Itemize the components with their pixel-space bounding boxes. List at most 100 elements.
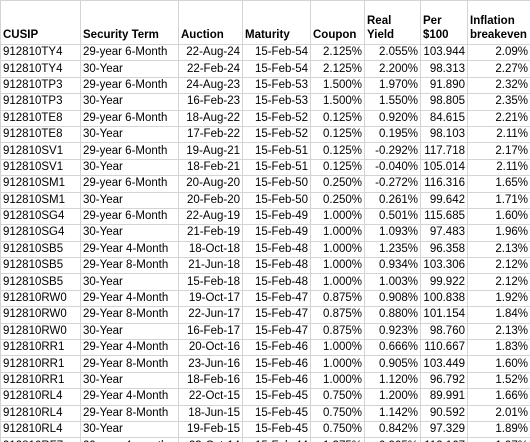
table-body: 912810TY4 29-year 6-Month 22-Aug-24 15-Feb-… bbox=[0, 43, 530, 442]
table-cell: 19-Feb-15 bbox=[178, 420, 243, 439]
table-cell: 1.200% bbox=[364, 388, 421, 406]
table-cell: 30-Year bbox=[80, 322, 179, 341]
table-cell: 912810RL4 bbox=[0, 388, 81, 406]
table-cell: 912810TP3 bbox=[0, 93, 81, 111]
table-row: 912810RW0 29-Year 4-Month 19-Oct-17 15-Feb-… bbox=[0, 289, 530, 308]
table-cell: 23-Jun-16 bbox=[178, 355, 243, 373]
table-cell: 0.923% bbox=[364, 322, 421, 341]
table-cell: 1.60% bbox=[467, 207, 530, 226]
table-cell: 29-year 4-month bbox=[80, 437, 179, 442]
table-cell: 17-Feb-22 bbox=[178, 125, 243, 144]
table-cell: 0.250% bbox=[310, 191, 365, 209]
table-cell: 15-Feb-53 bbox=[242, 76, 311, 95]
table-cell: 1.000% bbox=[310, 240, 365, 259]
table-cell: 15-Feb-45 bbox=[242, 404, 311, 422]
table-cell: 22-Oct-15 bbox=[178, 388, 243, 406]
table-cell: 2.13% bbox=[467, 240, 530, 259]
table-cell: 0.908% bbox=[364, 289, 421, 308]
table-row: 912810RL4 30-Year 19-Feb-15 15-Feb-45 0.750%… bbox=[0, 420, 530, 439]
table-cell: 1.66% bbox=[467, 388, 530, 406]
table-row: 912810RR1 29-Year 8-Month 23-Jun-16 15-Feb-… bbox=[0, 355, 530, 373]
table-cell: 912810RR1 bbox=[0, 355, 81, 373]
table-cell: 912810RW0 bbox=[0, 322, 81, 341]
table-cell: 99.642 bbox=[420, 191, 468, 209]
table-cell: 1.000% bbox=[310, 339, 365, 357]
table-cell: 1.500% bbox=[310, 93, 365, 111]
table-cell: 98.103 bbox=[420, 125, 468, 144]
table-cell: 100.838 bbox=[420, 289, 468, 308]
table-cell: 22-Aug-19 bbox=[178, 207, 243, 226]
table-row: 912810TE8 29-year 6-Month 18-Aug-22 15-Feb-… bbox=[0, 109, 530, 127]
table-cell: 2.32% bbox=[467, 76, 530, 95]
table-row: 912810RR1 30-Year 18-Feb-16 15-Feb-46 1.000%… bbox=[0, 371, 530, 390]
header-row: CUSIP Security Term Auction Maturity Coupon R… bbox=[0, 0, 530, 45]
table-cell: 912810RR1 bbox=[0, 371, 81, 390]
table-cell: 1.89% bbox=[467, 420, 530, 439]
table-cell: 0.750% bbox=[310, 388, 365, 406]
table-cell: 912810SV1 bbox=[0, 158, 81, 177]
table-cell: 18-Feb-21 bbox=[178, 158, 243, 177]
table-cell: 29-Year 4-Month bbox=[80, 339, 179, 357]
table-cell: 30-Year bbox=[80, 273, 179, 291]
table-cell: 15-Feb-49 bbox=[242, 207, 311, 226]
table-cell: 0.905% bbox=[364, 355, 421, 373]
table-cell: 21-Jun-18 bbox=[178, 257, 243, 275]
table-cell: 2.09% bbox=[467, 43, 530, 62]
table-cell: 0.905% bbox=[364, 437, 421, 442]
table-row: 912810RF729-year 4-month23-Oct-1415-Feb-… bbox=[0, 437, 530, 442]
column-header: Inflation breakeven bbox=[467, 0, 530, 45]
table-cell: 84.615 bbox=[420, 109, 468, 127]
table-cell: 912810RW0 bbox=[0, 306, 81, 324]
table-cell: 19-Oct-17 bbox=[178, 289, 243, 308]
table-cell: 912810SV1 bbox=[0, 142, 81, 160]
table-cell: 97.329 bbox=[420, 420, 468, 439]
table-cell: 2.13% bbox=[467, 322, 530, 341]
table-cell: 15-Feb-50 bbox=[242, 191, 311, 209]
table-cell: 912810TE8 bbox=[0, 125, 81, 144]
table-cell: 29-year 6-Month bbox=[80, 76, 179, 95]
table-cell: 912810SM1 bbox=[0, 175, 81, 193]
table-cell: 29-year 6-Month bbox=[80, 142, 179, 160]
table-cell: 1.970% bbox=[364, 76, 421, 95]
table-cell: 18-Aug-22 bbox=[178, 109, 243, 127]
table-cell: 0.842% bbox=[364, 420, 421, 439]
table-cell: 912810RL4 bbox=[0, 420, 81, 439]
table-cell: 1.500% bbox=[310, 76, 365, 95]
table-cell: 2.01% bbox=[467, 404, 530, 422]
table-cell: 912810SB5 bbox=[0, 240, 81, 259]
table-cell: 912810TY4 bbox=[0, 60, 81, 78]
table-cell: 15-Feb-54 bbox=[242, 60, 311, 78]
table-cell: 2.11% bbox=[467, 158, 530, 177]
table-cell: 29-Year 8-Month bbox=[80, 306, 179, 324]
table-cell: 0.125% bbox=[310, 109, 365, 127]
table-row: 912810RR1 29-Year 4-Month 20-Oct-16 15-Feb-… bbox=[0, 339, 530, 357]
table-cell: 15-Feb-18 bbox=[178, 273, 243, 291]
table-row: 912810SV1 30-Year 18-Feb-21 15-Feb-51 0.125%… bbox=[0, 158, 530, 177]
column-header: Real Yield bbox=[364, 0, 421, 45]
table-cell: 30-Year bbox=[80, 158, 179, 177]
table-row: 912810SM1 30-Year 20-Feb-20 15-Feb-50 0.250%… bbox=[0, 191, 530, 209]
table-cell: 24-Aug-23 bbox=[178, 76, 243, 95]
table-cell: 15-Feb-47 bbox=[242, 306, 311, 324]
table-cell: 1.093% bbox=[364, 224, 421, 242]
table-row: 912810SM1 29-year 6-Month 20-Aug-20 15-Feb-… bbox=[0, 175, 530, 193]
table-cell: 115.685 bbox=[420, 207, 468, 226]
table-cell: 20-Feb-20 bbox=[178, 191, 243, 209]
table-cell: 912810RW0 bbox=[0, 289, 81, 308]
table-cell: 97.483 bbox=[420, 224, 468, 242]
table-row: 912810TY4 29-year 6-Month 22-Aug-24 15-Feb-… bbox=[0, 43, 530, 62]
table-cell: 112.167 bbox=[420, 437, 468, 442]
table-row: 912810TP3 30-Year 16-Feb-23 15-Feb-53 1.500%… bbox=[0, 93, 530, 111]
table-cell: 19-Aug-21 bbox=[178, 142, 243, 160]
table-cell: 15-Feb-45 bbox=[242, 388, 311, 406]
column-header: CUSIP bbox=[0, 0, 81, 45]
table-cell: 912810RF7 bbox=[0, 437, 81, 442]
table-cell: 912810SB5 bbox=[0, 257, 81, 275]
table-cell: 0.125% bbox=[310, 158, 365, 177]
table-cell: 1.92% bbox=[467, 289, 530, 308]
table-cell: 1.96% bbox=[467, 224, 530, 242]
table-cell: 29-Year 8-Month bbox=[80, 404, 179, 422]
table-cell: 0.934% bbox=[364, 257, 421, 275]
table-cell: 1.000% bbox=[310, 273, 365, 291]
table-cell: 30-Year bbox=[80, 191, 179, 209]
